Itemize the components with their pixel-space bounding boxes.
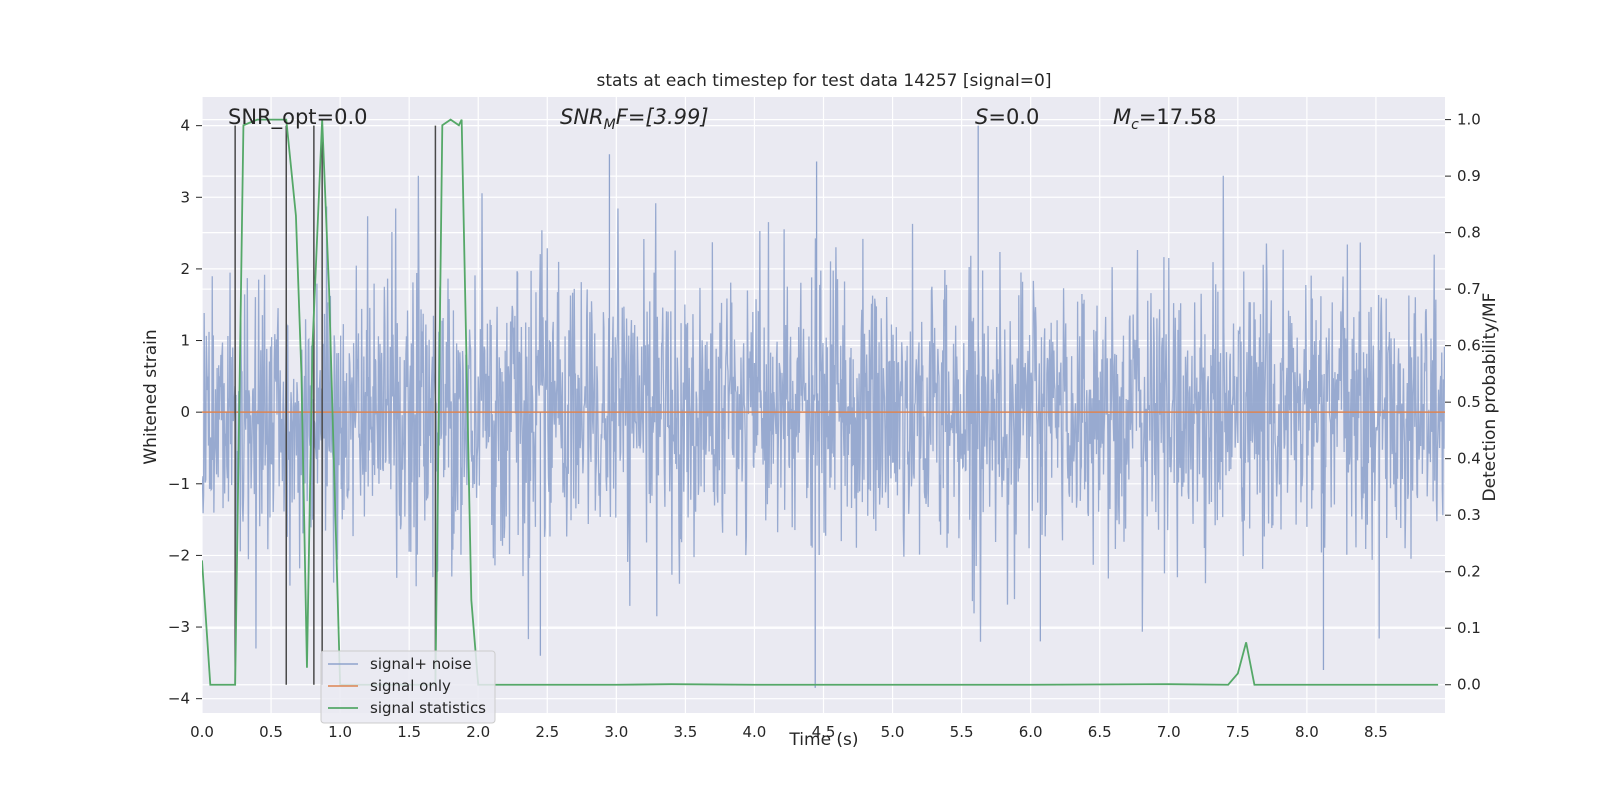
chart-title: stats at each timestep for test data 142… [597, 71, 1052, 91]
annotation-snr-mf-main: SNR [560, 105, 604, 129]
x-tick-label: 2.0 [466, 723, 490, 741]
annotation-mc: Mc=17.58 [1113, 105, 1217, 133]
x-tick-label: 6.5 [1088, 723, 1112, 741]
y-tick-label: 4 [180, 117, 190, 135]
annotation-snr-mf-tail: F=[3.99] [616, 105, 709, 129]
annotation-snr-mf: SNRMF=[3.99] [560, 105, 709, 133]
y2-tick-label: 0.9 [1457, 167, 1481, 185]
y-axis-label: Whitened strain [141, 329, 161, 464]
x-tick-label: 3.0 [604, 723, 628, 741]
x-tick-label: 8.0 [1295, 723, 1319, 741]
x-tick-label: 6.0 [1019, 723, 1043, 741]
y2-tick-label: 0.1 [1457, 619, 1481, 637]
y2-tick-label: 0.7 [1457, 280, 1481, 298]
x-tick-label: 1.0 [328, 723, 352, 741]
legend: signal+ noise signal only signal statist… [320, 650, 496, 724]
y2-tick-label: 0.3 [1457, 506, 1481, 524]
legend-label-signal-noise: signal+ noise [370, 655, 472, 673]
y-tick-label: −1 [168, 475, 190, 493]
y2-axis-ticks: 1.0 0.9 0.8 0.7 0.6 0.5 0.4 0.3 0.2 0.1 0.0 [1445, 111, 1481, 694]
annotations: SNR_opt=0.0 SNRMF=[3.99] S=0.0 Mc=17.58 [228, 105, 1217, 133]
series-signal-noise-line [202, 175, 1445, 649]
annotation-snr-opt: SNR_opt=0.0 [228, 105, 368, 130]
x-tick-label: 2.5 [535, 723, 559, 741]
x-tick-label: 4.0 [743, 723, 767, 741]
y-tick-label: −4 [168, 690, 190, 708]
x-tick-label: 5.0 [881, 723, 905, 741]
vertical-marker-lines [234, 125, 437, 685]
y-axis-ticks: 4 3 2 1 0 −1 −2 −3 −4 [168, 117, 202, 708]
y2-tick-label: 0.5 [1457, 393, 1481, 411]
legend-label-signal-statistics: signal statistics [370, 699, 486, 717]
annotation-mc-main: M [1113, 105, 1131, 129]
y-tick-label: −3 [168, 618, 190, 636]
annotation-s: S=0.0 [975, 105, 1039, 129]
annotation-snr-mf-sub: M [604, 117, 616, 133]
x-tick-label: 0.5 [259, 723, 283, 741]
y-tick-label: 2 [180, 260, 190, 278]
x-tick-label: 8.5 [1364, 723, 1388, 741]
y2-tick-label: 0.8 [1457, 224, 1481, 242]
legend-label-signal-only: signal only [370, 677, 451, 695]
x-tick-label: 7.0 [1157, 723, 1181, 741]
x-axis-label: Time (s) [788, 730, 858, 750]
y2-tick-label: 0.0 [1457, 676, 1481, 694]
y2-tick-label: 0.4 [1457, 450, 1481, 468]
y-tick-label: −2 [168, 546, 190, 564]
annotation-mc-sub: c [1131, 117, 1139, 133]
y-tick-label: 0 [180, 403, 190, 421]
annotation-s-main: S [975, 105, 988, 129]
x-tick-label: 1.5 [397, 723, 421, 741]
y2-tick-label: 1.0 [1457, 111, 1481, 129]
y2-tick-label: 0.2 [1457, 563, 1481, 581]
x-tick-label: 0.0 [190, 723, 214, 741]
series-signal-statistics-line [202, 118, 1439, 686]
x-axis-ticks: 0.0 0.5 1.0 1.5 2.0 2.5 3.0 3.5 4.0 4.5 5.0 5.5 6.0 6… [190, 723, 1388, 741]
y-tick-label: 3 [180, 188, 190, 206]
x-tick-label: 3.5 [673, 723, 697, 741]
legend-box [320, 650, 496, 724]
x-tick-label: 5.5 [950, 723, 974, 741]
x-tick-label: 7.5 [1226, 723, 1250, 741]
x-tick-label: 4.5 [812, 723, 836, 741]
annotation-s-tail: =0.0 [988, 105, 1039, 129]
series-signal-noise-spikes [539, 125, 1325, 688]
y2-axis-label: Detection probability/MF [1480, 293, 1500, 502]
y-tick-label: 1 [180, 332, 190, 350]
annotation-mc-tail: =17.58 [1139, 105, 1217, 129]
y2-tick-label: 0.6 [1457, 337, 1481, 355]
